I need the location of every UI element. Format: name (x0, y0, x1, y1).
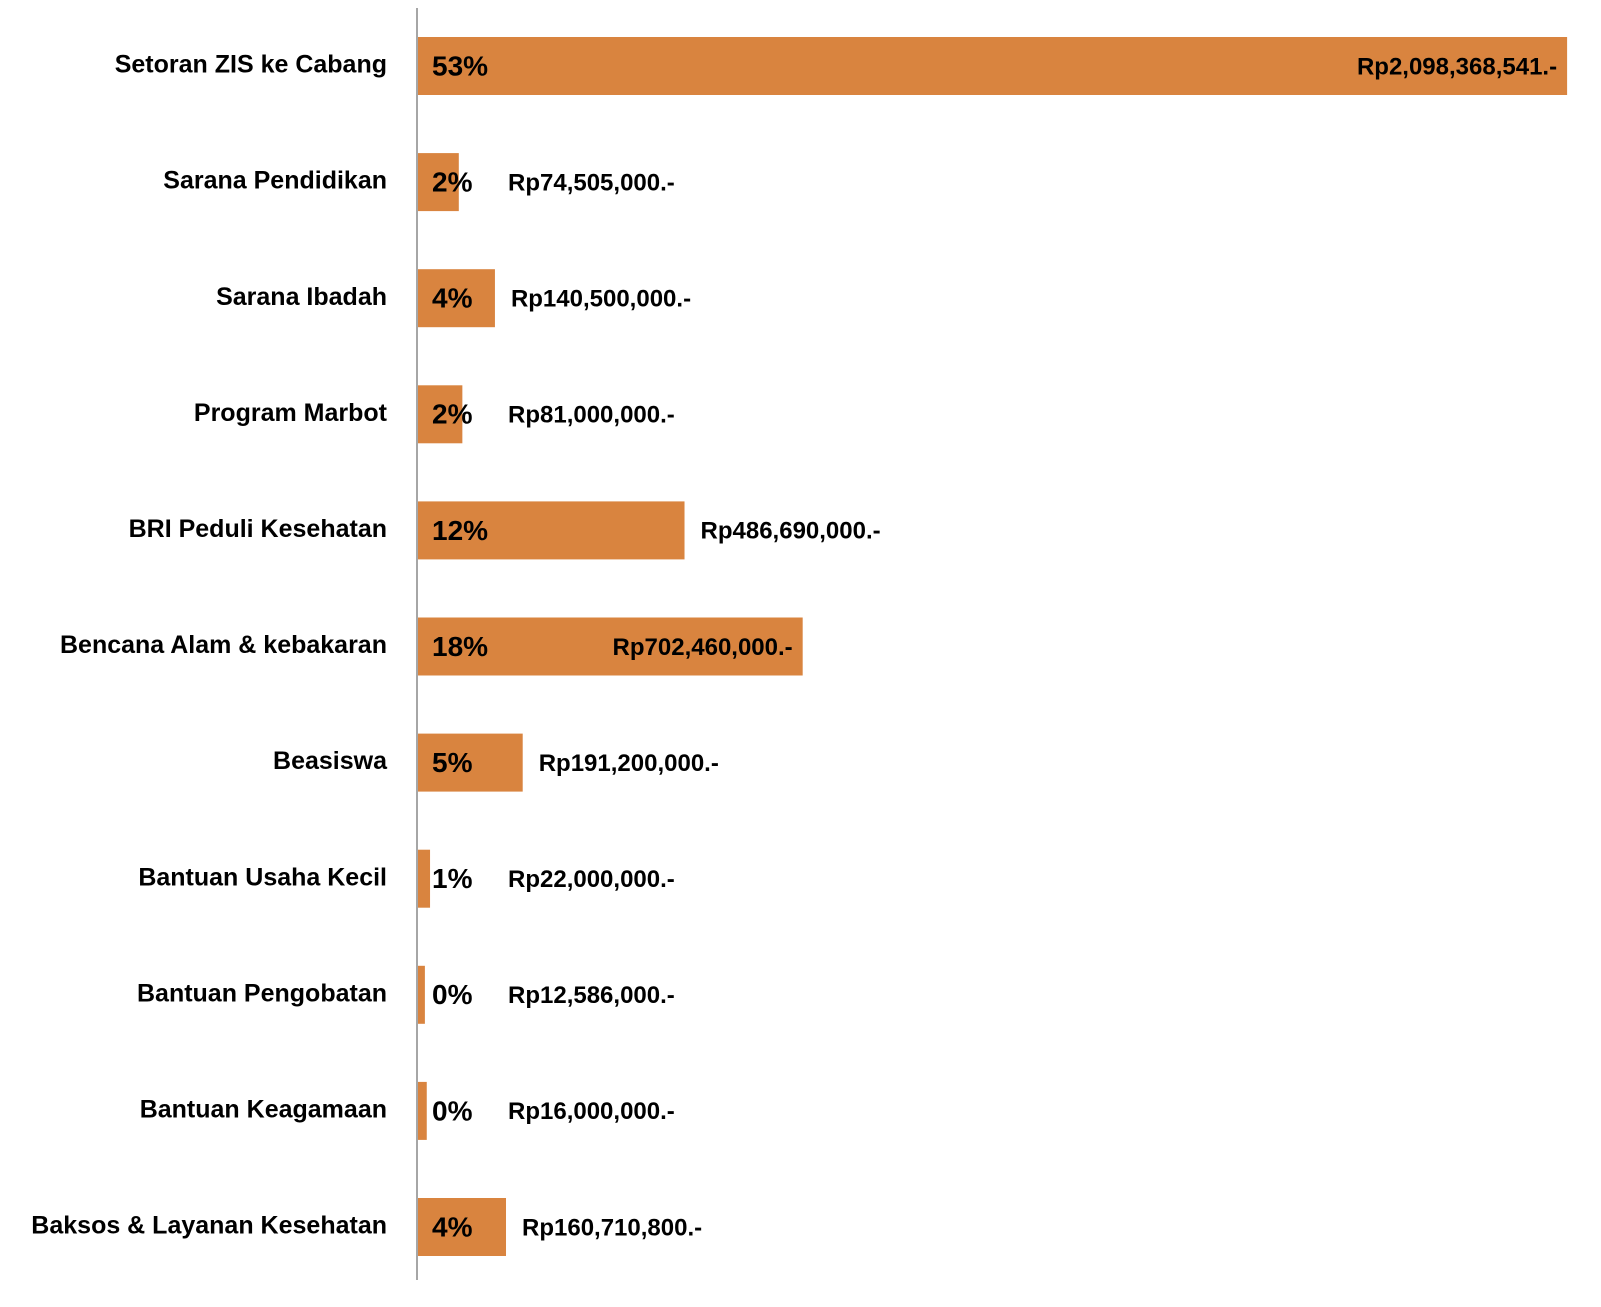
bar (418, 849, 431, 908)
percent-label: 0% (432, 1095, 473, 1126)
bar (418, 153, 459, 212)
value-label: Rp191,200,000.- (539, 750, 719, 777)
value-label: Rp702,460,000.- (613, 634, 793, 661)
percent-label: 12% (432, 515, 488, 546)
value-label: Rp12,586,000.- (508, 982, 675, 1009)
value-label: Rp486,690,000.- (701, 518, 881, 545)
category-label: Baksos & Layanan Kesehatan (31, 1212, 387, 1240)
bar (418, 37, 1568, 95)
bar (418, 385, 463, 444)
category-label: Bantuan Usaha Kecil (138, 863, 387, 891)
category-label: Beasiswa (273, 747, 388, 775)
bar (418, 1081, 427, 1140)
category-label: Bantuan Pengobatan (137, 979, 387, 1007)
percent-label: 2% (432, 399, 473, 430)
value-label: Rp160,710,800.- (522, 1214, 702, 1241)
value-label: Rp140,500,000.- (511, 286, 691, 313)
category-label: Bantuan Keagamaan (140, 1096, 387, 1124)
bar (418, 617, 803, 676)
percent-label: 4% (432, 1211, 473, 1242)
value-label: Rp22,000,000.- (508, 866, 675, 893)
percent-label: 0% (432, 979, 473, 1010)
percent-label: 2% (432, 166, 473, 197)
bar (418, 1198, 507, 1256)
percent-label: 53% (432, 50, 488, 81)
percent-label: 5% (432, 747, 473, 778)
percent-label: 4% (432, 283, 473, 314)
bar (418, 733, 523, 792)
bar (418, 965, 425, 1024)
bar (418, 501, 685, 560)
category-label: Sarana Pendidikan (163, 167, 387, 195)
value-label: Rp74,505,000.- (508, 169, 675, 196)
value-label: Rp16,000,000.- (508, 1098, 675, 1125)
category-label: Sarana Ibadah (216, 283, 387, 311)
percent-label: 1% (432, 863, 473, 894)
category-label: BRI Peduli Kesehatan (129, 515, 387, 543)
value-label: Rp2,098,368,541.- (1357, 53, 1557, 80)
category-label: Bencana Alam & kebakaran (60, 631, 387, 659)
category-label: Program Marbot (194, 399, 388, 427)
value-label: Rp81,000,000.- (508, 402, 675, 429)
bar (418, 269, 495, 328)
percent-label: 18% (432, 631, 488, 662)
category-label: Setoran ZIS ke Cabang (115, 51, 387, 79)
